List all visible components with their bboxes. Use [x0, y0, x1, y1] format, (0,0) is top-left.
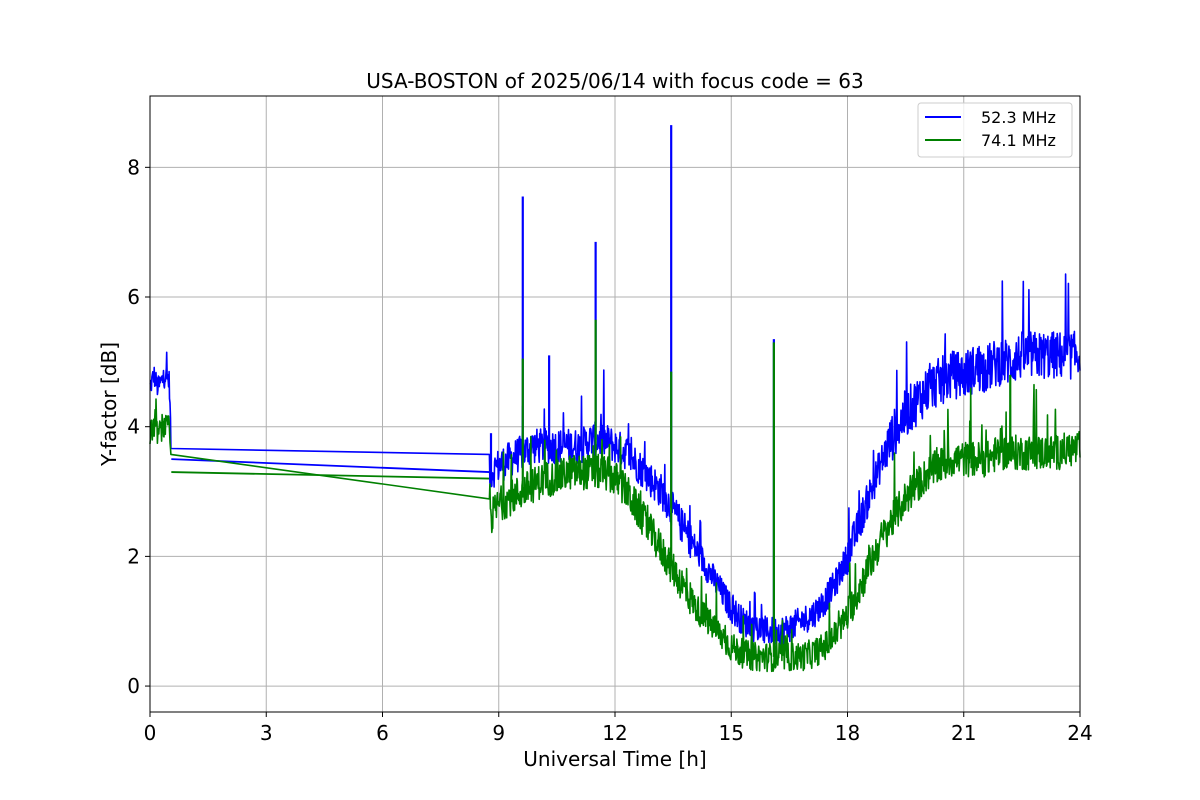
x-tick-label: 6: [376, 721, 389, 745]
x-tick-label: 12: [602, 721, 627, 745]
x-tick-label: 15: [719, 721, 744, 745]
chart-title: USA-BOSTON of 2025/06/14 with focus code…: [366, 69, 863, 93]
x-tick-label: 18: [835, 721, 860, 745]
y-tick-label: 4: [127, 415, 140, 439]
series-layer: [149, 125, 1081, 673]
y-tick-label: 0: [127, 674, 140, 698]
x-tick-label: 0: [144, 721, 157, 745]
y-axis-label: Y-factor [dB]: [97, 342, 121, 467]
y-tick-label: 8: [127, 155, 140, 179]
x-tick-label: 21: [951, 721, 976, 745]
y-tick-label: 2: [127, 544, 140, 568]
y-tick-label: 6: [127, 285, 140, 309]
series-gap-segment-74-1-mhz: [171, 471, 490, 480]
legend: 52.3 MHz 74.1 MHz: [917, 102, 1073, 158]
x-tick-label: 24: [1067, 721, 1092, 745]
legend-label-52-3-mhz: 52.3 MHz: [981, 108, 1056, 127]
legend-label-74-1-mhz: 74.1 MHz: [981, 131, 1056, 150]
x-axis-label: Universal Time [h]: [523, 747, 706, 771]
x-tick-label: 3: [260, 721, 273, 745]
series-line-74-1-mhz: [149, 383, 1081, 673]
x-tick-label: 9: [492, 721, 505, 745]
